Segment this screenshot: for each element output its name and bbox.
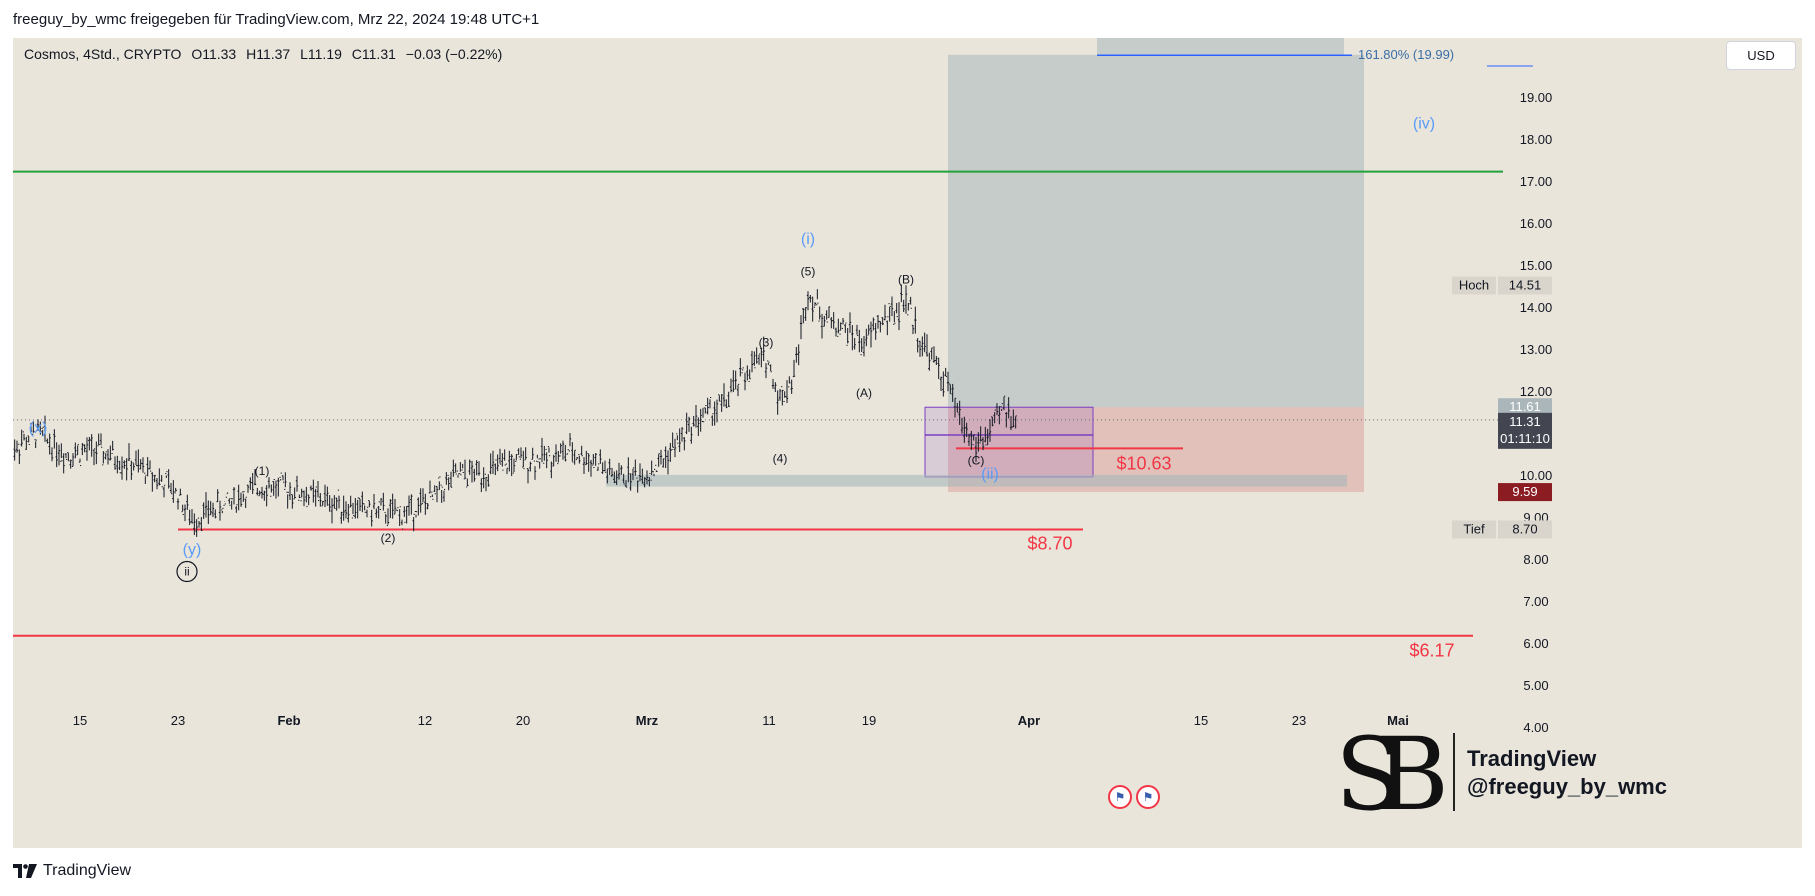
badge-last-value: 11.31 <box>1509 414 1541 429</box>
badge-countdown-value: 01:11:10 <box>1500 431 1550 446</box>
candles <box>13 284 1017 537</box>
wave-label-y: (y) <box>183 542 202 559</box>
x-tick-19: 19 <box>862 713 876 728</box>
author-watermark: SB TradingView @freeguy_by_wmc <box>1335 725 1795 835</box>
y-tick-14.00: 14.00 <box>1520 300 1553 315</box>
badge-hoch-label: Hoch <box>1459 277 1489 292</box>
badge-target-value: 11.61 <box>1509 399 1541 414</box>
wave-label-4: (4) <box>773 451 788 465</box>
watermark-line-1: TradingView <box>1467 746 1597 771</box>
y-tick-18.00: 18.00 <box>1520 132 1553 147</box>
wave-label-circled-ii: ii <box>184 564 189 578</box>
tradingview-logo[interactable]: TradingView <box>13 862 131 880</box>
currency-button[interactable]: USD <box>1726 41 1796 70</box>
wave-label-3: (3) <box>759 336 774 350</box>
badge-hoch-label-bg <box>1452 276 1496 295</box>
y-tick-10.00: 10.00 <box>1520 468 1553 483</box>
wave-label-5: (5) <box>801 264 816 278</box>
watermark-line-2: @freeguy_by_wmc <box>1467 774 1667 799</box>
y-tick-15.00: 15.00 <box>1520 258 1553 273</box>
watermark-text: TradingView @freeguy_by_wmc <box>1467 745 1667 801</box>
badge-stop-value: 9.59 <box>1512 484 1537 499</box>
wave-label-C: (C) <box>968 453 985 467</box>
x-tick-12: 12 <box>418 713 432 728</box>
label-6-17: $6.17 <box>1409 641 1454 661</box>
footer-bar: TradingView <box>0 848 1815 896</box>
y-tick-16.00: 16.00 <box>1520 216 1553 231</box>
attribution-text: freeguy_by_wmc freigegeben für TradingVi… <box>13 11 540 28</box>
y-tick-19.00: 19.00 <box>1520 90 1553 105</box>
badge-tief-label-bg <box>1452 520 1496 539</box>
x-tick-Mai: Mai <box>1387 713 1409 728</box>
y-tick-5.00: 5.00 <box>1523 678 1548 693</box>
wave-label-1: (1) <box>255 464 270 478</box>
wave-label-A: (A) <box>856 386 872 400</box>
tradingview-label: TradingView <box>43 862 132 879</box>
wave-label-2: (2) <box>381 531 396 545</box>
badge-tief-bg <box>1498 520 1552 539</box>
wave-label-i: (i) <box>801 231 815 248</box>
x-tick-Mrz: Mrz <box>636 713 659 728</box>
symbol-legend: Cosmos, 4Std., CRYPTO O11.33 H11.37 L11.… <box>24 46 508 62</box>
watermark-divider <box>1453 733 1455 811</box>
price-chart[interactable]: 161.80% (19.99) $8.70 $10.63 $6.17 (x) (y) (i)… <box>13 38 1802 848</box>
y-tick-12.00: 12.00 <box>1520 384 1553 399</box>
purple-range-box <box>924 406 1094 478</box>
x-tick-20: 20 <box>516 713 530 728</box>
x-tick-23: 23 <box>171 713 185 728</box>
y-tick-17.00: 17.00 <box>1520 174 1553 189</box>
x-tick-15: 15 <box>1194 713 1208 728</box>
wave-label-ii: (ii) <box>981 466 999 483</box>
wave-circle-ii <box>176 560 198 583</box>
support-zone-band <box>606 474 1347 487</box>
badge-target-bg <box>1498 398 1552 417</box>
event-flags[interactable]: ⚑ ⚑ <box>1108 785 1160 809</box>
wave-label-x: (x) <box>29 420 48 437</box>
y-tick-6.00: 6.00 <box>1523 636 1548 651</box>
x-tick-Apr: Apr <box>1018 713 1040 728</box>
y-tick-4.00: 4.00 <box>1523 720 1548 735</box>
flag-icon[interactable]: ⚑ <box>1136 785 1160 809</box>
x-tick-15: 15 <box>73 713 87 728</box>
ohlc-change: −0.03 (−0.22%) <box>405 46 503 62</box>
attribution-bar: freeguy_by_wmc freigegeben für TradingVi… <box>0 0 1815 38</box>
x-tick-Feb: Feb <box>277 713 300 728</box>
label-8-70: $8.70 <box>1027 533 1072 553</box>
wave-label-B: (B) <box>898 273 914 287</box>
chart-area[interactable]: 161.80% (19.99) $8.70 $10.63 $6.17 (x) (y) (i)… <box>13 38 1802 848</box>
flag-icon[interactable]: ⚑ <box>1108 785 1132 809</box>
wave-label-iv: (iv) <box>1413 115 1435 132</box>
symbol-name: Cosmos, 4Std., CRYPTO <box>24 46 182 62</box>
target-zone-top-box <box>1097 38 1344 55</box>
badge-last-bg <box>1498 412 1552 449</box>
badge-tief-label: Tief <box>1463 521 1485 536</box>
ohlc-close: C11.31 <box>351 46 396 62</box>
ohlc-high: H11.37 <box>246 46 291 62</box>
y-tick-8.00: 8.00 <box>1523 552 1548 567</box>
fib-label: 161.80% (19.99) <box>1358 47 1454 62</box>
badge-stop-bg <box>1498 483 1552 502</box>
badge-tief-value: 8.70 <box>1512 521 1537 536</box>
x-tick-23: 23 <box>1292 713 1306 728</box>
ohlc-open: O11.33 <box>191 46 237 62</box>
ohlc-low: L11.19 <box>300 46 342 62</box>
y-tick-13.00: 13.00 <box>1520 342 1553 357</box>
badge-hoch-value: 14.51 <box>1509 277 1542 292</box>
x-tick-11: 11 <box>762 713 776 728</box>
y-tick-7.00: 7.00 <box>1523 594 1548 609</box>
sb-monogram: SB <box>1335 716 1449 833</box>
target-zone-box <box>948 54 1364 408</box>
label-10-63: $10.63 <box>1116 453 1171 473</box>
badge-hoch-bg <box>1498 276 1552 295</box>
tradingview-icon <box>13 864 37 878</box>
